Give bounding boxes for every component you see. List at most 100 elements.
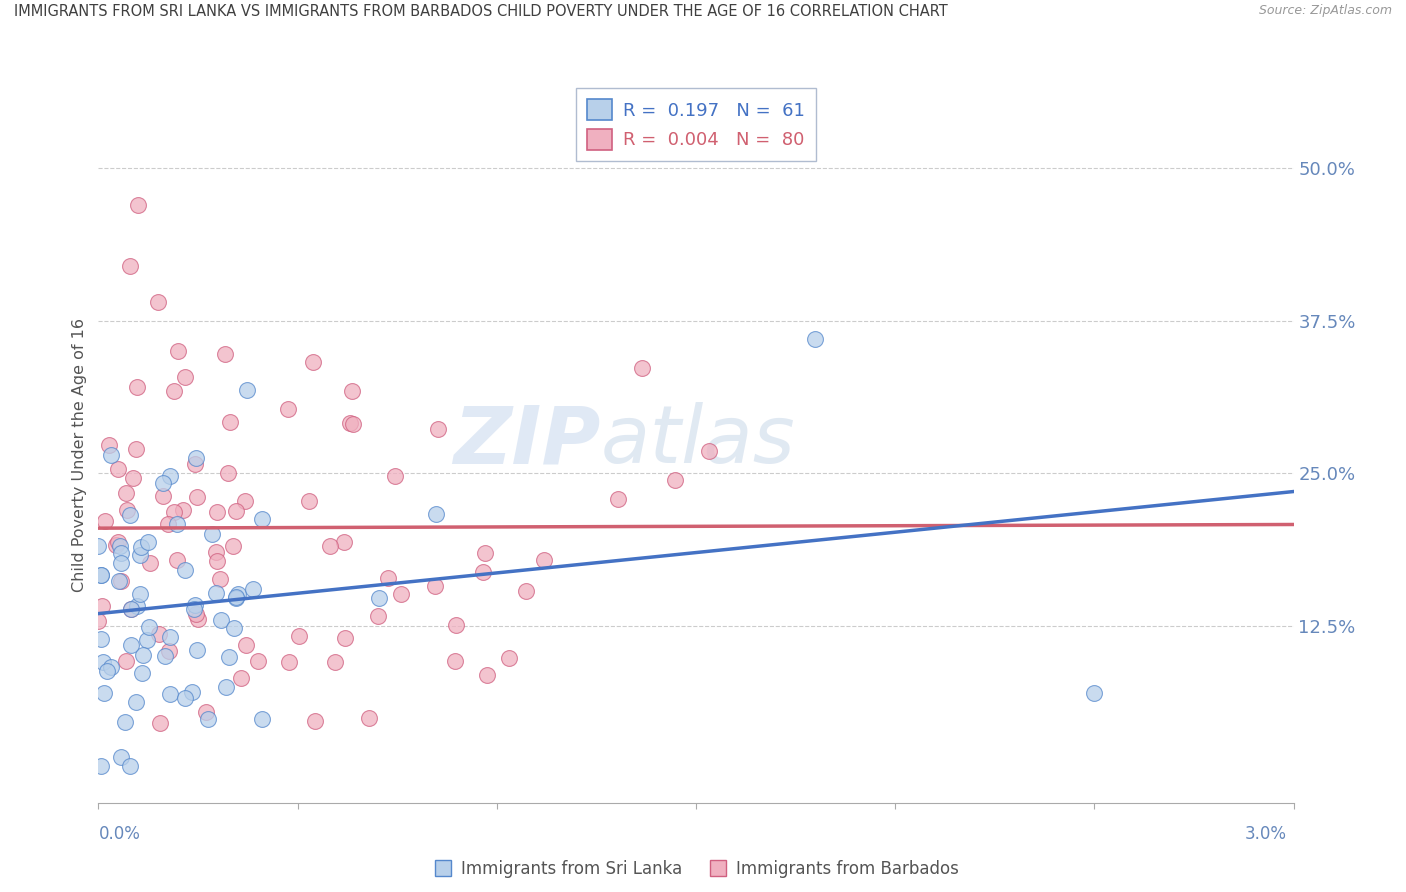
Point [444, 618, 467, 632]
Point [115, 503, 138, 517]
Point [229, 671, 252, 685]
Point [87, 614, 110, 628]
Point [477, 668, 499, 682]
Point [120, 508, 142, 522]
Point [184, 607, 207, 621]
Point [277, 402, 299, 417]
Point [225, 591, 247, 605]
Point [339, 416, 361, 430]
Point [332, 535, 354, 549]
Point [335, 631, 357, 645]
Point [100, 448, 122, 462]
Point [120, 602, 142, 616]
Point [174, 563, 197, 577]
Point [173, 370, 195, 384]
Point [114, 715, 136, 730]
Point [166, 553, 188, 567]
Point [127, 379, 149, 393]
Point [209, 572, 232, 586]
Point [533, 553, 555, 567]
Text: 3.0%: 3.0% [1244, 825, 1286, 843]
Point [664, 473, 686, 487]
Point [222, 539, 245, 553]
Point [200, 526, 222, 541]
Point [87, 540, 110, 554]
Point [225, 504, 247, 518]
Point [225, 590, 247, 604]
Point [90, 568, 112, 582]
Point [152, 489, 174, 503]
Point [125, 442, 148, 456]
Point [94, 515, 117, 529]
Point [236, 383, 259, 397]
Point [278, 656, 301, 670]
Point [804, 332, 827, 346]
Point [163, 505, 186, 519]
Point [357, 711, 380, 725]
Point [325, 655, 347, 669]
Point [174, 691, 197, 706]
Text: 0.0%: 0.0% [98, 825, 141, 843]
Point [319, 539, 342, 553]
Point [209, 613, 232, 627]
Point [152, 476, 174, 491]
Point [127, 197, 149, 211]
Point [427, 422, 450, 436]
Point [515, 583, 537, 598]
Point [184, 450, 207, 465]
Point [110, 574, 132, 588]
Point [153, 648, 176, 663]
Point [149, 715, 172, 730]
Point [205, 544, 228, 558]
Point [166, 516, 188, 531]
Point [114, 654, 136, 668]
Point [222, 621, 245, 635]
Point [131, 666, 153, 681]
Point [159, 469, 181, 483]
Point [121, 471, 143, 485]
Point [90, 632, 112, 647]
Point [367, 609, 389, 624]
Point [423, 579, 446, 593]
Point [183, 598, 205, 612]
Point [93, 686, 115, 700]
Point [340, 384, 363, 398]
Point [120, 638, 142, 652]
Point [298, 494, 321, 508]
Point [120, 259, 142, 273]
Point [157, 644, 180, 658]
Text: ZIP: ZIP [453, 402, 600, 480]
Point [100, 660, 122, 674]
Point [110, 546, 132, 560]
Point [631, 361, 654, 376]
Point [186, 643, 208, 657]
Point [242, 582, 264, 596]
Point [148, 295, 170, 310]
Point [389, 587, 412, 601]
Point [218, 650, 240, 665]
Point [108, 540, 131, 554]
Text: atlas: atlas [600, 402, 796, 480]
Point [167, 344, 190, 359]
Legend: Immigrants from Sri Lanka, Immigrants from Barbados: Immigrants from Sri Lanka, Immigrants fr… [426, 854, 966, 885]
Point [228, 587, 250, 601]
Point [148, 627, 170, 641]
Point [127, 599, 149, 613]
Point [172, 502, 194, 516]
Point [96, 664, 118, 678]
Point [250, 511, 273, 525]
Point [136, 535, 159, 549]
Point [110, 557, 132, 571]
Point [233, 494, 256, 508]
Point [252, 712, 274, 726]
Point [186, 490, 208, 504]
Point [697, 444, 720, 458]
Point [342, 417, 364, 432]
Point [214, 347, 236, 361]
Point [368, 591, 391, 606]
Point [474, 546, 496, 560]
Point [138, 620, 160, 634]
Point [115, 486, 138, 500]
Point [425, 507, 447, 521]
Point [207, 554, 229, 568]
